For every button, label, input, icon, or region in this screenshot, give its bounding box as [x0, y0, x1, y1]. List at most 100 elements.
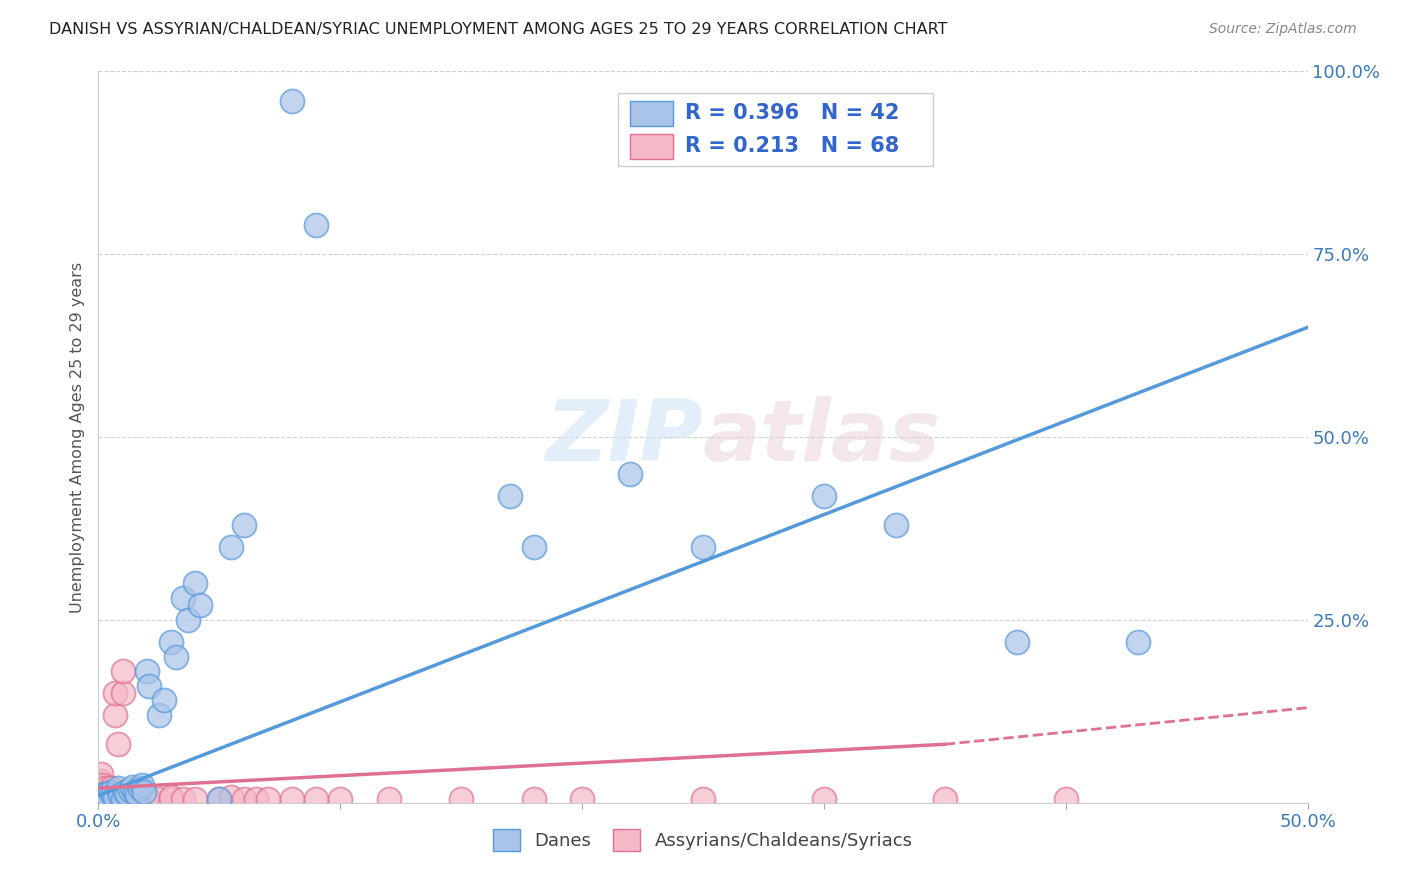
Point [111, 686, 134, 700]
Point [100, 785, 122, 799]
Point [104, 708, 127, 723]
Point [135, 664, 157, 678]
Point [232, 517, 254, 532]
Point [172, 591, 194, 605]
Point [135, 792, 157, 806]
Point [188, 599, 211, 613]
Point [1007, 635, 1029, 649]
Point [111, 792, 134, 806]
Point [135, 789, 157, 804]
Point [498, 489, 520, 503]
Point [90, 773, 112, 788]
Point [100, 792, 122, 806]
Point [101, 792, 124, 806]
Point [91, 789, 114, 803]
Point [104, 789, 127, 804]
Point [97, 789, 120, 803]
Point [1128, 635, 1150, 649]
Point [104, 789, 127, 804]
Point [138, 679, 160, 693]
Point [111, 792, 134, 806]
Point [813, 792, 835, 806]
Point [245, 792, 267, 806]
Point [377, 792, 399, 806]
Point [97, 792, 120, 806]
Point [94, 785, 117, 799]
Point [232, 792, 254, 806]
Point [523, 540, 546, 554]
Point [117, 787, 139, 801]
Point [281, 94, 304, 108]
Point [118, 782, 141, 797]
Point [104, 792, 127, 806]
Point [94, 781, 117, 796]
Point [121, 780, 143, 794]
Point [107, 737, 129, 751]
Point [90, 789, 112, 803]
Point [329, 792, 352, 806]
Y-axis label: Unemployment Among Ages 25 to 29 years: Unemployment Among Ages 25 to 29 years [69, 261, 84, 613]
Point [91, 781, 114, 796]
Point [90, 781, 112, 796]
Point [692, 792, 714, 806]
Point [934, 792, 956, 806]
Point [108, 789, 131, 803]
Point [134, 785, 156, 799]
Point [117, 792, 139, 806]
Point [160, 792, 183, 806]
Point [97, 789, 120, 804]
Point [281, 792, 304, 806]
Point [1054, 792, 1077, 806]
Point [450, 792, 472, 806]
Point [107, 789, 129, 803]
Point [886, 517, 908, 532]
Point [111, 664, 134, 678]
Point [91, 778, 114, 792]
FancyBboxPatch shape [619, 94, 932, 167]
Point [148, 708, 170, 723]
Point [108, 792, 131, 806]
Point [184, 792, 207, 806]
Point [128, 781, 150, 796]
Point [124, 789, 146, 804]
Point [97, 785, 120, 799]
Point [160, 789, 183, 804]
Point [100, 789, 122, 803]
Point [177, 613, 200, 627]
Point [108, 789, 131, 804]
Point [131, 778, 153, 792]
Point [184, 576, 207, 591]
Point [813, 489, 835, 503]
Bar [630, 134, 672, 159]
Point [221, 540, 243, 554]
Point [101, 789, 124, 803]
Point [100, 781, 122, 796]
Bar [630, 101, 672, 126]
Point [90, 778, 112, 792]
Point [160, 635, 183, 649]
Legend: Danes, Assyrians/Chaldeans/Syriacs: Danes, Assyrians/Chaldeans/Syriacs [484, 820, 922, 860]
Point [117, 789, 139, 804]
Text: ZIP: ZIP [546, 395, 703, 479]
Point [90, 792, 112, 806]
Point [90, 789, 112, 804]
Text: Source: ZipAtlas.com: Source: ZipAtlas.com [1209, 22, 1357, 37]
Point [94, 789, 117, 803]
Text: R = 0.213   N = 68: R = 0.213 N = 68 [685, 136, 898, 156]
Point [91, 789, 114, 804]
Text: R = 0.396   N = 42: R = 0.396 N = 42 [685, 103, 900, 123]
Point [571, 792, 593, 806]
Point [114, 785, 136, 799]
Point [91, 785, 114, 799]
Point [165, 649, 187, 664]
Point [107, 781, 129, 796]
Point [692, 540, 714, 554]
Text: DANISH VS ASSYRIAN/CHALDEAN/SYRIAC UNEMPLOYMENT AMONG AGES 25 TO 29 YEARS CORREL: DANISH VS ASSYRIAN/CHALDEAN/SYRIAC UNEMP… [49, 22, 948, 37]
Point [148, 792, 170, 806]
Point [97, 792, 120, 806]
Point [107, 792, 129, 806]
Point [221, 789, 243, 804]
Point [94, 792, 117, 806]
Point [523, 792, 546, 806]
Point [208, 792, 231, 806]
